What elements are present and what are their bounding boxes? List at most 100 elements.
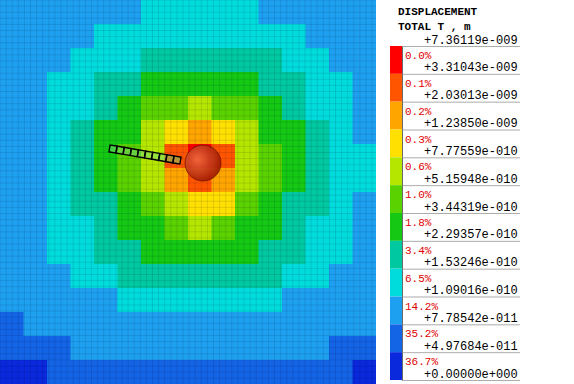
colorbar-tick: +3.31043e-009 xyxy=(402,61,520,75)
contour-cell xyxy=(282,312,306,337)
contour-cell xyxy=(71,48,95,73)
band-percent-label: 14.2% xyxy=(405,301,438,313)
contour-cell xyxy=(141,312,165,337)
contour-cell xyxy=(306,48,330,73)
band-percent-label: 0.3% xyxy=(405,134,432,146)
contour-cell xyxy=(118,48,142,73)
colorbar-band xyxy=(390,324,402,352)
contour-cell xyxy=(235,48,259,73)
colorbar-label: TOTAL T , m xyxy=(398,21,471,33)
contour-cell xyxy=(306,96,330,121)
chart-container: DISPLACEMENT TOTAL T , m+7.36119e-009 +3.3… xyxy=(0,0,574,384)
colorbar-band xyxy=(390,157,402,185)
contour-cell xyxy=(329,264,353,289)
colorbar-tick-label: +4.97684e-011 xyxy=(424,340,518,354)
colorbar-axis: +7.36119e-009 +3.31043e-009 +2.03013e-009 +… xyxy=(402,34,520,382)
colorbar-tick: +7.77559e-010 xyxy=(402,145,520,159)
plot-area xyxy=(0,0,376,384)
contour-cell xyxy=(353,336,377,361)
contour-cell xyxy=(235,192,259,217)
contour-cell xyxy=(118,288,142,313)
contour-cell xyxy=(306,240,330,265)
colorbar-tick: +5.15948e-010 xyxy=(402,173,520,187)
colorbar-tick-label: +1.09016e-010 xyxy=(424,284,518,298)
contour-cell xyxy=(24,96,48,121)
colorbar-tick-label: +2.29357e-010 xyxy=(424,228,518,242)
contour-cell xyxy=(165,288,189,313)
contour-cell xyxy=(165,312,189,337)
contour-cell xyxy=(141,48,165,73)
contour-cell xyxy=(118,96,142,121)
contour-cell xyxy=(118,312,142,337)
band-percent-label: 0.0% xyxy=(405,50,432,62)
contour-cell xyxy=(24,48,48,73)
contour-cell xyxy=(24,312,48,337)
contour-cell xyxy=(306,120,330,145)
contour-cell xyxy=(71,120,95,145)
contour-cell xyxy=(188,312,212,337)
colorbar-band xyxy=(390,352,402,380)
contour-cell xyxy=(24,240,48,265)
colorbar-tick-label: +1.23850e-009 xyxy=(424,117,518,131)
contour-cell xyxy=(353,264,377,289)
contour-cell xyxy=(165,72,189,97)
contour-cell xyxy=(306,336,330,361)
contour-cell xyxy=(329,120,353,145)
contour-cell xyxy=(306,192,330,217)
contour-cell xyxy=(329,192,353,217)
colorbar-band xyxy=(390,241,402,269)
colorbar-band xyxy=(390,102,402,130)
contour-cell xyxy=(118,72,142,97)
colorbar-title: DISPLACEMENT xyxy=(398,6,478,18)
contour-cell xyxy=(47,336,71,361)
chart-svg: DISPLACEMENT TOTAL T , m+7.36119e-009 +3.3… xyxy=(0,0,574,384)
contour-cell xyxy=(306,312,330,337)
colorbar-band xyxy=(390,46,402,74)
band-percent-label: 1.8% xyxy=(405,217,432,229)
contour-cell xyxy=(71,72,95,97)
contour-cell xyxy=(24,288,48,313)
contour-cell xyxy=(306,264,330,289)
contour-cell xyxy=(165,336,189,361)
contour-cell xyxy=(282,48,306,73)
contour-cell xyxy=(235,288,259,313)
anchor-element xyxy=(173,156,181,164)
contour-cell xyxy=(306,288,330,313)
contour-cell xyxy=(24,192,48,217)
contour-cell xyxy=(235,312,259,337)
contour-cell xyxy=(118,120,142,145)
contour-cell xyxy=(235,120,259,145)
colorbar-tick: +1.23850e-009 xyxy=(402,117,520,131)
contour-cell xyxy=(329,336,353,361)
contour-cell xyxy=(329,48,353,73)
anchor xyxy=(109,145,181,164)
contour-cell xyxy=(188,120,212,145)
colorbar-tick-label: +2.03013e-009 xyxy=(424,89,518,103)
band-percent-label: 0.1% xyxy=(405,78,432,90)
contour-cell xyxy=(47,264,71,289)
contour-cell xyxy=(47,240,71,265)
contour-cell xyxy=(71,288,95,313)
contour-cell xyxy=(188,72,212,97)
contour-cell xyxy=(188,336,212,361)
band-percent-label: 0.6% xyxy=(405,161,432,173)
contour-cell xyxy=(306,72,330,97)
contour-cell xyxy=(141,240,165,265)
colorbar-tick-label: +7.78542e-011 xyxy=(424,312,518,326)
contour-cell xyxy=(118,240,142,265)
contour-cell xyxy=(235,240,259,265)
colorbar-tick: +7.78542e-011 xyxy=(402,312,520,326)
contour-cell xyxy=(188,288,212,313)
cavity xyxy=(185,145,221,181)
colorbar-band xyxy=(390,297,402,325)
colorbar-tick: +7.36119e-009 xyxy=(402,34,520,48)
contour-cell xyxy=(165,48,189,73)
colorbar xyxy=(390,46,402,380)
band-percent-label: 3.4% xyxy=(405,245,432,257)
contour-cell xyxy=(235,336,259,361)
colorbar-tick: +1.53246e-010 xyxy=(402,256,520,270)
contour-cell xyxy=(118,192,142,217)
contour-cell xyxy=(141,192,165,217)
contour-cell xyxy=(118,264,142,289)
contour-cell xyxy=(353,120,377,145)
